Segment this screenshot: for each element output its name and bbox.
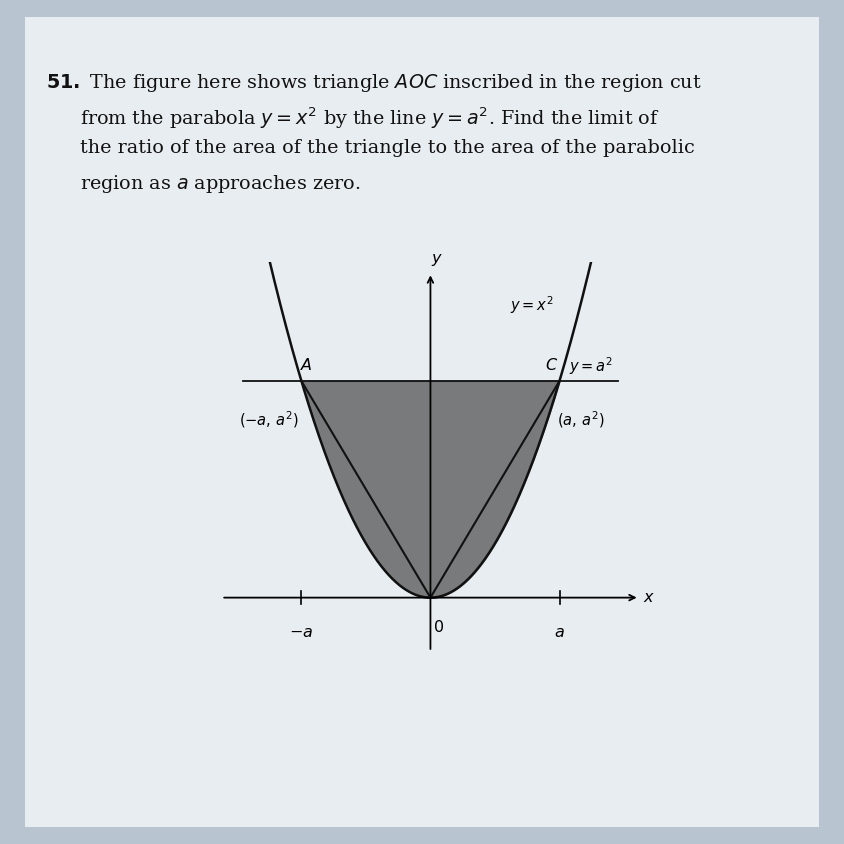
- Text: from the parabola $y = x^2$ by the line $y = a^2$. Find the limit of: from the parabola $y = x^2$ by the line …: [80, 106, 660, 131]
- Text: $-a$: $-a$: [289, 624, 313, 641]
- Text: $x$: $x$: [643, 589, 656, 606]
- Text: region as $a$ approaches zero.: region as $a$ approaches zero.: [80, 173, 360, 195]
- Text: $C$: $C$: [545, 357, 559, 375]
- Text: $A$: $A$: [300, 357, 313, 375]
- Text: $0$: $0$: [433, 619, 444, 636]
- Text: $\mathbf{51.}$ The figure here shows triangle $AOC$ inscribed in the region cut: $\mathbf{51.}$ The figure here shows tri…: [46, 72, 702, 94]
- FancyBboxPatch shape: [25, 17, 819, 827]
- Text: $y$: $y$: [431, 252, 443, 268]
- Text: the ratio of the area of the triangle to the area of the parabolic: the ratio of the area of the triangle to…: [80, 139, 695, 157]
- Text: $(a,\,a^2)$: $(a,\,a^2)$: [557, 409, 604, 430]
- Text: $(-a,\,a^2)$: $(-a,\,a^2)$: [239, 409, 299, 430]
- Text: $y = x^2$: $y = x^2$: [511, 295, 555, 316]
- Text: $a$: $a$: [555, 624, 565, 641]
- Text: $y = a^2$: $y = a^2$: [569, 354, 613, 376]
